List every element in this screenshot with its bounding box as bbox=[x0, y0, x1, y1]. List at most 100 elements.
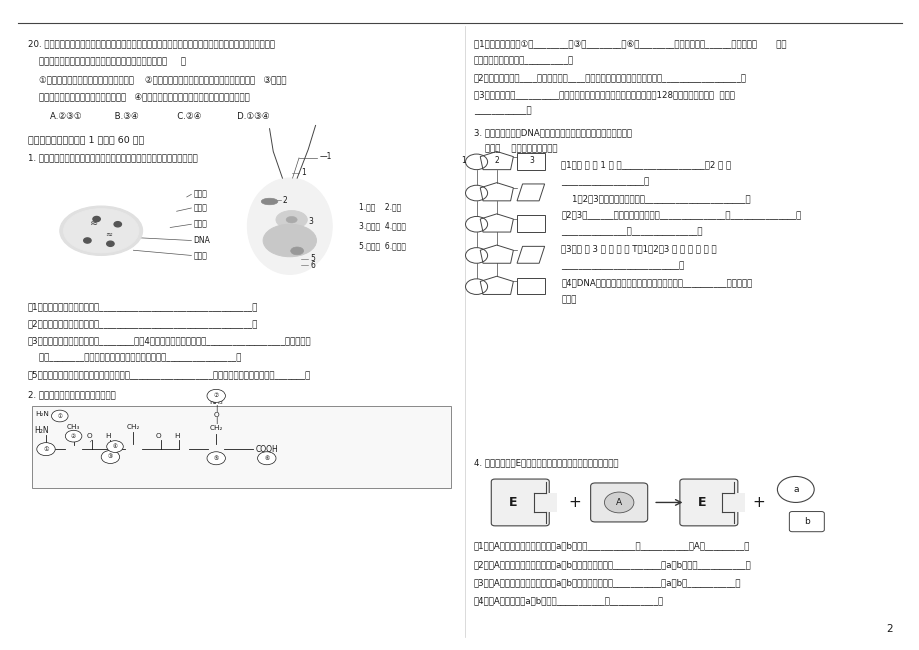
Text: 1: 1 bbox=[301, 168, 305, 177]
Circle shape bbox=[465, 279, 487, 294]
Text: 3: 3 bbox=[308, 216, 312, 226]
Text: ⑦: ⑦ bbox=[213, 393, 219, 398]
Circle shape bbox=[114, 222, 121, 227]
Text: +: + bbox=[752, 495, 765, 510]
Text: （3）该化合物是__________，假设组成此化合物氨基酸的分子量平均为128，则此化合物的分  子量是: （3）该化合物是__________，假设组成此化合物氨基酸的分子量平均为128… bbox=[473, 90, 734, 99]
Text: _______________、_______________。: _______________、_______________。 bbox=[561, 227, 702, 237]
Text: O: O bbox=[213, 412, 219, 419]
Text: CH₂: CH₂ bbox=[210, 425, 222, 432]
Circle shape bbox=[84, 238, 91, 243]
Text: 5: 5 bbox=[310, 254, 314, 263]
Circle shape bbox=[465, 248, 487, 263]
FancyBboxPatch shape bbox=[590, 483, 647, 522]
Text: ①碳元素参与生物体内所有化合物的形成    ②地球上的生命是在碳元素的基础上建立起来的   ③碳元素: ①碳元素参与生物体内所有化合物的形成 ②地球上的生命是在碳元素的基础上建立起来的… bbox=[28, 75, 286, 84]
Ellipse shape bbox=[247, 178, 332, 274]
Text: ≈: ≈ bbox=[90, 218, 97, 228]
Text: ①: ① bbox=[43, 447, 49, 452]
Text: E: E bbox=[508, 496, 517, 509]
Text: NH₂: NH₂ bbox=[209, 399, 223, 406]
Text: A: A bbox=[616, 498, 621, 507]
Text: ⑤: ⑤ bbox=[213, 456, 219, 461]
Text: 6: 6 bbox=[310, 261, 314, 270]
Ellipse shape bbox=[290, 247, 303, 255]
Circle shape bbox=[777, 476, 813, 502]
Text: ____________。: ____________。 bbox=[473, 107, 531, 116]
Text: 3: 3 bbox=[528, 156, 534, 165]
Text: （1）两者在结构上的相同点为___________________________________。: （1）两者在结构上的相同点为__________________________… bbox=[28, 302, 257, 311]
Circle shape bbox=[257, 452, 276, 465]
Circle shape bbox=[604, 492, 633, 513]
Text: 2: 2 bbox=[282, 196, 287, 205]
FancyBboxPatch shape bbox=[32, 406, 450, 488]
Text: 4: 4 bbox=[308, 236, 312, 245]
Text: 2: 2 bbox=[494, 156, 499, 165]
Text: 请根据    图回答下面的问题：: 请根据 图回答下面的问题： bbox=[473, 144, 557, 153]
Text: 细胞质: 细胞质 bbox=[193, 220, 207, 229]
Text: O: O bbox=[86, 433, 92, 439]
Text: （5）根据结构上的相同点，可得出的结论是___________________，两者在进化上较原始的是_______。: （5）根据结构上的相同点，可得出的结论是___________________，… bbox=[28, 370, 311, 379]
Text: 2. 根据下列化合物的结构分析回答：: 2. 根据下列化合物的结构分析回答： bbox=[28, 391, 115, 400]
Ellipse shape bbox=[261, 198, 278, 205]
Text: H: H bbox=[105, 433, 110, 439]
Text: H: H bbox=[174, 433, 179, 439]
Circle shape bbox=[107, 241, 114, 246]
Text: DNA: DNA bbox=[193, 236, 210, 245]
Text: 细胞壁: 细胞壁 bbox=[193, 190, 207, 199]
Text: 核糖体: 核糖体 bbox=[193, 251, 207, 260]
Text: （4）若A为脂肪，则a、b分别是___________、___________。: （4）若A为脂肪，则a、b分别是___________、___________。 bbox=[473, 596, 664, 605]
Text: 都有________，可进行光合作用，利用无机物制造________________。: 都有________，可进行光合作用，利用无机物制造______________… bbox=[28, 353, 241, 362]
Text: 二、识图简答题（每空 1 分，共 60 分）: 二、识图简答题（每空 1 分，共 60 分） bbox=[28, 135, 143, 144]
Text: H₂N: H₂N bbox=[35, 411, 49, 417]
Text: （4）DNA彻底氧化分解后，能产生含氮废物的是__________（用序号表: （4）DNA彻底氧化分解后，能产生含氮废物的是__________（用序号表 bbox=[561, 278, 752, 287]
Circle shape bbox=[107, 441, 123, 452]
FancyBboxPatch shape bbox=[721, 493, 744, 512]
Text: 3. 左图为大肠杆菌DNA分子结构的一条脱氧核苷酸长链的片段。: 3. 左图为大肠杆菌DNA分子结构的一条脱氧核苷酸长链的片段。 bbox=[473, 129, 631, 138]
Text: b: b bbox=[803, 517, 809, 526]
Ellipse shape bbox=[286, 216, 297, 223]
Circle shape bbox=[465, 216, 487, 232]
Text: （3）若A代表植物的一种二糖，且a、b相同，则该二糖是___________，a、b是___________。: （3）若A代表植物的一种二糖，且a、b相同，则该二糖是___________，a… bbox=[473, 578, 741, 587]
Circle shape bbox=[207, 452, 225, 465]
FancyBboxPatch shape bbox=[679, 479, 737, 526]
Text: 链状或环状，从而形成生物大分子。以上事实可以说明（     ）: 链状或环状，从而形成生物大分子。以上事实可以说明（ ） bbox=[28, 57, 186, 66]
Text: ③: ③ bbox=[108, 454, 113, 460]
Text: ④: ④ bbox=[112, 444, 118, 449]
Text: a: a bbox=[792, 485, 798, 494]
Text: 4. 如下图所示，E代表酶（生物催化剂），请回答下列问题：: 4. 如下图所示，E代表酶（生物催化剂），请回答下列问题： bbox=[473, 458, 618, 467]
Ellipse shape bbox=[63, 209, 139, 253]
Text: |: | bbox=[215, 406, 217, 412]
Text: +: + bbox=[568, 495, 581, 510]
Circle shape bbox=[207, 389, 225, 402]
Text: （3）两者中属于真核细胞的是________，（4）它们的营养方式分别为__________________，因为它们: （3）两者中属于真核细胞的是________，（4）它们的营养方式分别为____… bbox=[28, 336, 311, 345]
Text: 3.细胞核  4.叶绿体: 3.细胞核 4.叶绿体 bbox=[358, 222, 405, 231]
Text: —1: —1 bbox=[319, 152, 331, 161]
Text: （3）如 果 3 表 示 的 是 T，1、2、3 结 合 在 一 起 叫: （3）如 果 3 表 示 的 是 T，1、2、3 结 合 在 一 起 叫 bbox=[561, 244, 716, 254]
Text: |: | bbox=[215, 417, 217, 424]
Text: CH₃: CH₃ bbox=[67, 424, 80, 430]
Text: 这种不同的基团编号是__________。: 这种不同的基团编号是__________。 bbox=[473, 56, 573, 65]
Text: （1）图 中 的 1 表 示___________________，2 表 示: （1）图 中 的 1 表 示___________________，2 表 示 bbox=[561, 160, 731, 169]
Text: ≈: ≈ bbox=[105, 229, 112, 239]
Text: ①: ① bbox=[57, 413, 62, 419]
Text: 示）。: 示）。 bbox=[561, 295, 576, 304]
Text: ②: ② bbox=[71, 434, 76, 439]
Circle shape bbox=[93, 216, 100, 222]
Circle shape bbox=[51, 410, 68, 422]
Text: CH₂: CH₂ bbox=[127, 424, 140, 430]
Text: （2）若A代表植物的一种二糖，且a、b不同，则该二糖是___________，a、b分别是___________。: （2）若A代表植物的一种二糖，且a、b不同，则该二糖是___________，a… bbox=[473, 560, 751, 569]
Circle shape bbox=[101, 450, 119, 463]
Text: 是各种大分子化合物中含量最多的元素   ④碳元素是组成生物体内有机化合物的最基本元素: 是各种大分子化合物中含量最多的元素 ④碳元素是组成生物体内有机化合物的最基本元素 bbox=[28, 94, 249, 103]
Circle shape bbox=[65, 430, 82, 442]
Text: ___________________。: ___________________。 bbox=[561, 177, 649, 186]
Text: （2）两者在结构上的不同点为___________________________________。: （2）两者在结构上的不同点为__________________________… bbox=[28, 319, 257, 328]
Circle shape bbox=[465, 154, 487, 170]
FancyBboxPatch shape bbox=[491, 479, 549, 526]
Circle shape bbox=[465, 185, 487, 201]
Text: E: E bbox=[697, 496, 706, 509]
Text: （1）该化合物中，①示________，③示________，⑥示________。该化合物有______种氨基酸，       造成: （1）该化合物中，①示________，③示________，⑥示_______… bbox=[473, 39, 786, 48]
Ellipse shape bbox=[276, 211, 307, 229]
Text: （2）3有______种，中文名称分别是_______________、_______________、: （2）3有______种，中文名称分别是_______________、____… bbox=[561, 211, 800, 220]
Text: 20. 生物大分子在生物体生命活动中具有重要的作用。碳原子本身的化学性质，使它能够通过化学键连接成: 20. 生物大分子在生物体生命活动中具有重要的作用。碳原子本身的化学性质，使它能… bbox=[28, 39, 274, 48]
Text: 1、2、3结合在一起的结构叫_______________________，: 1、2、3结合在一起的结构叫_______________________， bbox=[561, 194, 750, 203]
Text: （1）若A代表动物的一种二糖，则a、b分别是___________、___________，A是_________。: （1）若A代表动物的一种二糖，则a、b分别是___________、______… bbox=[473, 541, 749, 551]
